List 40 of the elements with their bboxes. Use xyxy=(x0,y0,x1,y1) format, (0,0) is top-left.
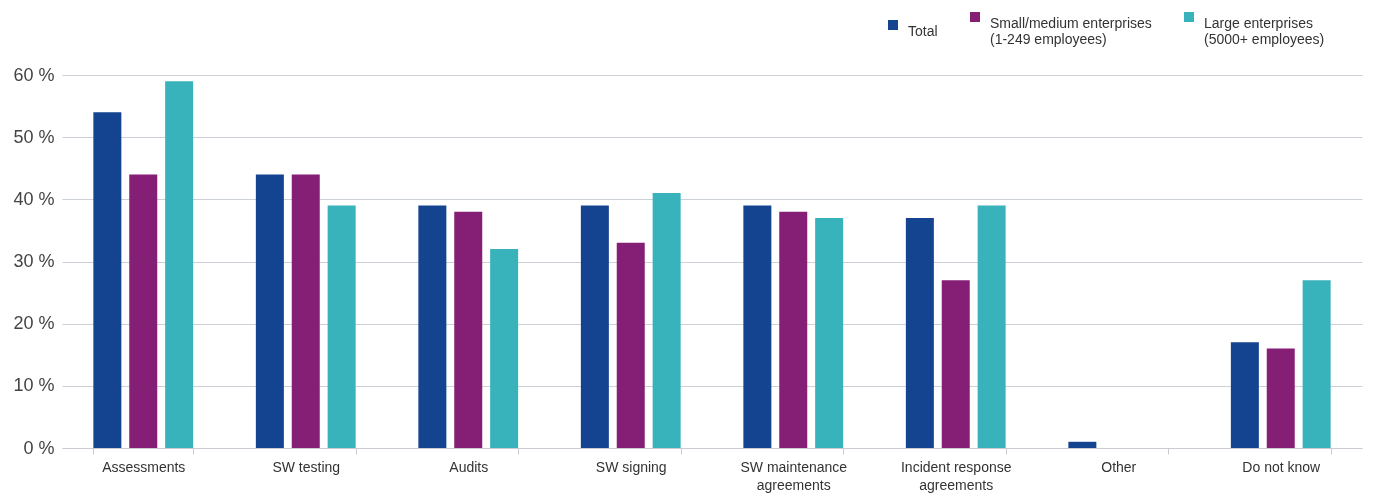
y-tick-label: 20 % xyxy=(13,313,55,334)
bar xyxy=(779,211,808,448)
bar xyxy=(652,193,681,448)
x-tick-label: Other xyxy=(1101,458,1137,475)
bar xyxy=(977,205,1006,448)
bar xyxy=(616,242,645,448)
y-tick-label: 60 % xyxy=(13,64,55,85)
y-tick-label: 30 % xyxy=(13,251,55,271)
bar xyxy=(1230,342,1259,448)
bar xyxy=(291,174,320,448)
bar xyxy=(418,205,447,448)
bar xyxy=(327,205,356,448)
legend-label: Total xyxy=(908,23,938,39)
x-tick-label: SW signing xyxy=(595,458,667,475)
bar xyxy=(905,217,934,448)
x-tick-label: Audits xyxy=(449,458,489,475)
x-tick-label: SW maintenance agreements xyxy=(740,458,848,493)
legend-label: Small/medium enterprises (1-249 employees) xyxy=(990,15,1152,47)
bar xyxy=(941,280,970,448)
bar xyxy=(255,174,284,448)
bar xyxy=(1266,348,1295,448)
bar xyxy=(580,205,609,448)
y-tick-label: 10 % xyxy=(13,375,55,396)
bar xyxy=(1068,441,1097,448)
y-tick-label: 50 % xyxy=(13,126,55,147)
legend-label: Large enterprises (5000+ employees) xyxy=(1204,15,1325,47)
bar xyxy=(454,211,483,448)
y-tick-label: 40 % xyxy=(13,188,55,209)
bar xyxy=(93,112,122,448)
bar xyxy=(743,205,772,448)
x-tick-label: Assessments xyxy=(102,458,186,475)
x-tick-label: Do not know xyxy=(1242,458,1322,475)
bar xyxy=(815,217,844,448)
bar xyxy=(1302,280,1331,448)
bar xyxy=(165,81,194,448)
x-tick-label: Incident response agreements xyxy=(900,458,1012,493)
x-tick-label: SW testing xyxy=(272,458,341,475)
bar xyxy=(129,174,158,448)
bar xyxy=(490,249,519,448)
y-tick-label: 0 % xyxy=(23,437,55,458)
